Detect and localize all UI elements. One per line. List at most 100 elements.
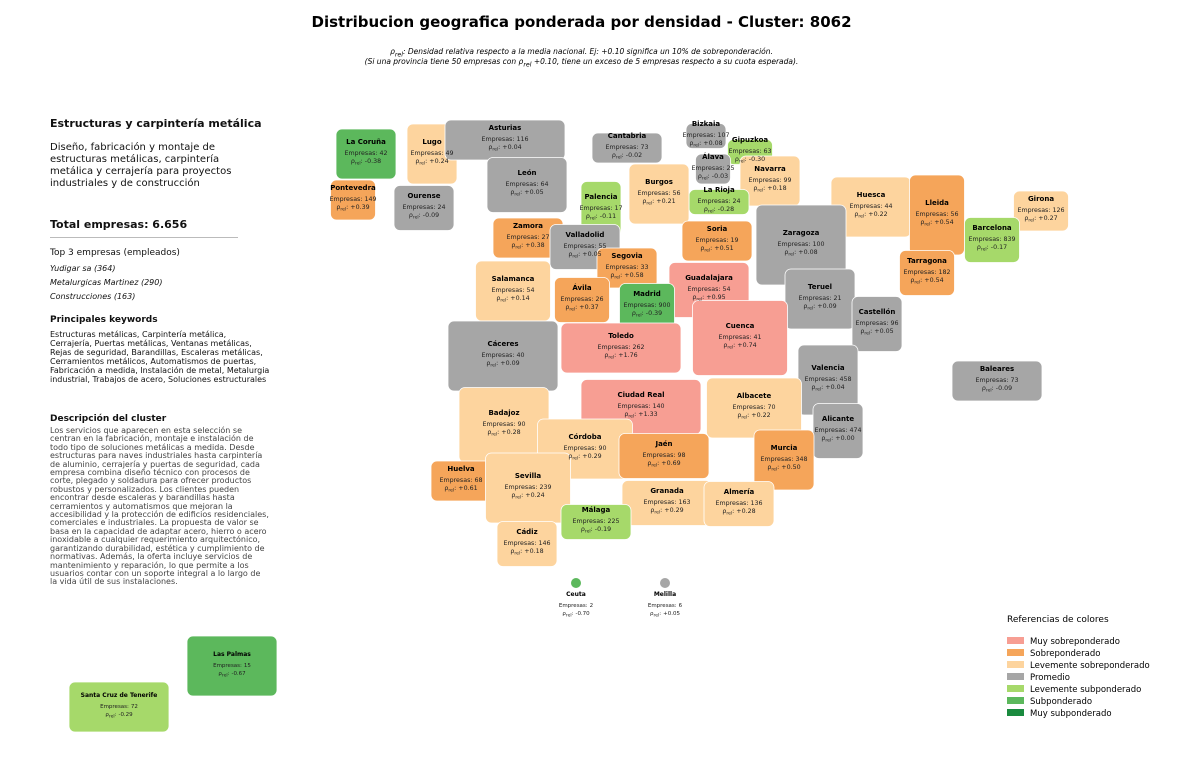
empresas: Empresas: 140 bbox=[617, 403, 664, 410]
rho-sub: rel bbox=[616, 155, 622, 161]
rho-sub: rel bbox=[590, 216, 596, 222]
rho-colon: : bbox=[419, 212, 421, 219]
empresas-value: 90 bbox=[517, 421, 525, 428]
empresas-label: Empresas: bbox=[483, 421, 516, 428]
rho-sub: rel bbox=[693, 143, 699, 149]
rho: ρrel: +0.61 bbox=[444, 485, 477, 494]
empresas-value: 72 bbox=[131, 704, 138, 710]
empresas-label: Empresas: bbox=[799, 295, 832, 302]
subtitle: ρrel: Densidad relativa respecto a la me… bbox=[0, 47, 1163, 59]
rho-colon: : bbox=[920, 277, 922, 284]
legend-swatch bbox=[1007, 637, 1024, 644]
rho-value: -0.09 bbox=[423, 212, 439, 219]
rho-symbol: ρ bbox=[581, 526, 585, 533]
rho-value: -0.19 bbox=[595, 526, 611, 533]
rho-sub: rel bbox=[986, 388, 992, 394]
province-shape bbox=[753, 429, 815, 491]
empresas-value: 136 bbox=[750, 500, 762, 507]
empresas-value: 55 bbox=[598, 243, 606, 250]
province-name: Guadalajara bbox=[685, 274, 733, 282]
province-name: Cuenca bbox=[726, 322, 755, 330]
rho-sub: rel bbox=[614, 275, 620, 281]
province-name: Huesca bbox=[857, 191, 886, 199]
empresas-label: Empresas: bbox=[688, 286, 721, 293]
rho-colon: : bbox=[425, 158, 427, 165]
empresas-value: 44 bbox=[884, 203, 892, 210]
rho-symbol: ρ bbox=[351, 158, 355, 165]
empresas-value: 6 bbox=[679, 603, 683, 609]
province-shape bbox=[486, 157, 568, 213]
rho-symbol: ρ bbox=[565, 304, 569, 311]
rho-symbol: ρ bbox=[612, 152, 616, 159]
rho-colon: : bbox=[747, 412, 749, 419]
rho-colon: : bbox=[794, 249, 796, 256]
rho-value: +0.28 bbox=[501, 429, 520, 436]
empresas-value: 24 bbox=[732, 198, 740, 205]
empresas-label: Empresas: bbox=[440, 477, 473, 484]
empresas: Empresas: 26 bbox=[561, 296, 604, 303]
empresas-label: Empresas: bbox=[213, 663, 242, 669]
rho-value: -0.28 bbox=[718, 206, 734, 213]
rho-symbol: ρ bbox=[1024, 215, 1028, 222]
rho-sub: rel bbox=[572, 254, 578, 260]
province-name: Castellón bbox=[859, 308, 896, 316]
subtitle-part: rel bbox=[394, 51, 403, 59]
empresas-value: 239 bbox=[539, 484, 551, 491]
rho-symbol: ρ bbox=[409, 212, 413, 219]
rho-sub: rel bbox=[608, 355, 614, 361]
empresas: Empresas: 42 bbox=[345, 150, 388, 157]
rho: ρrel: +0.04 bbox=[811, 384, 844, 393]
description: Los servicios que aparecen en esta selec… bbox=[50, 426, 269, 587]
rho: ρrel: -0.11 bbox=[586, 213, 616, 222]
province-name: Murcia bbox=[771, 444, 798, 452]
province-shape bbox=[1013, 190, 1069, 232]
rho-colon: : bbox=[699, 140, 701, 147]
empresas: Empresas: 64 bbox=[506, 181, 549, 188]
rho-sub: rel bbox=[340, 207, 346, 213]
rho-symbol: ρ bbox=[920, 219, 924, 226]
province-name: Valencia bbox=[811, 364, 844, 372]
empresas: Empresas: 73 bbox=[976, 377, 1019, 384]
keywords-title: Principales keywords bbox=[50, 315, 158, 325]
rho-colon: : bbox=[987, 244, 989, 251]
empresas: Empresas: 21 bbox=[799, 295, 842, 302]
rho-value: +0.22 bbox=[868, 211, 887, 218]
rho-sub: rel bbox=[572, 456, 578, 462]
province-shape bbox=[812, 403, 864, 459]
empresas-label: Empresas: bbox=[503, 540, 536, 547]
empresas-value: 474 bbox=[849, 427, 861, 434]
province-shape bbox=[591, 132, 663, 164]
rho-value: +0.21 bbox=[656, 198, 675, 205]
empresas-value: 458 bbox=[839, 376, 851, 383]
province-name: Cantabria bbox=[608, 132, 647, 140]
province-name: Girona bbox=[1028, 195, 1054, 203]
rho-value: +0.58 bbox=[624, 272, 643, 279]
rho-colon: : bbox=[745, 156, 747, 163]
empresas: Empresas: 68 bbox=[440, 477, 483, 484]
rho: ρrel: +0.00 bbox=[821, 435, 854, 444]
empresas-label: Empresas: bbox=[403, 204, 436, 211]
rho-symbol: ρ bbox=[562, 611, 566, 617]
empresas-label: Empresas: bbox=[814, 427, 847, 434]
rho: ρrel: +0.28 bbox=[722, 508, 755, 517]
rho-value: +0.61 bbox=[458, 485, 477, 492]
empresas: Empresas: 24 bbox=[698, 198, 741, 205]
empresas-value: 107 bbox=[717, 132, 729, 139]
rho-sub: rel bbox=[654, 510, 660, 516]
legend-swatch bbox=[1007, 673, 1024, 680]
empresas-value: 24 bbox=[437, 204, 445, 211]
top-company: Yudigar sa (364) bbox=[50, 264, 116, 273]
province-name: Ávila bbox=[572, 283, 592, 292]
rho: ρrel: +1.76 bbox=[604, 352, 637, 361]
rho-symbol: ρ bbox=[650, 611, 654, 617]
province-shape bbox=[335, 128, 397, 180]
rho: ρrel: -0.19 bbox=[581, 526, 611, 535]
empresas-value: 54 bbox=[722, 286, 730, 293]
rho-sub: rel bbox=[651, 463, 657, 469]
province-shape bbox=[560, 504, 632, 540]
top-title: Top 3 empresas (empleados) bbox=[50, 248, 180, 258]
rho-colon: : bbox=[763, 185, 765, 192]
rho: ρrel: +0.18 bbox=[753, 185, 786, 194]
province-shape bbox=[899, 250, 955, 296]
rho-sub: rel bbox=[413, 215, 419, 221]
